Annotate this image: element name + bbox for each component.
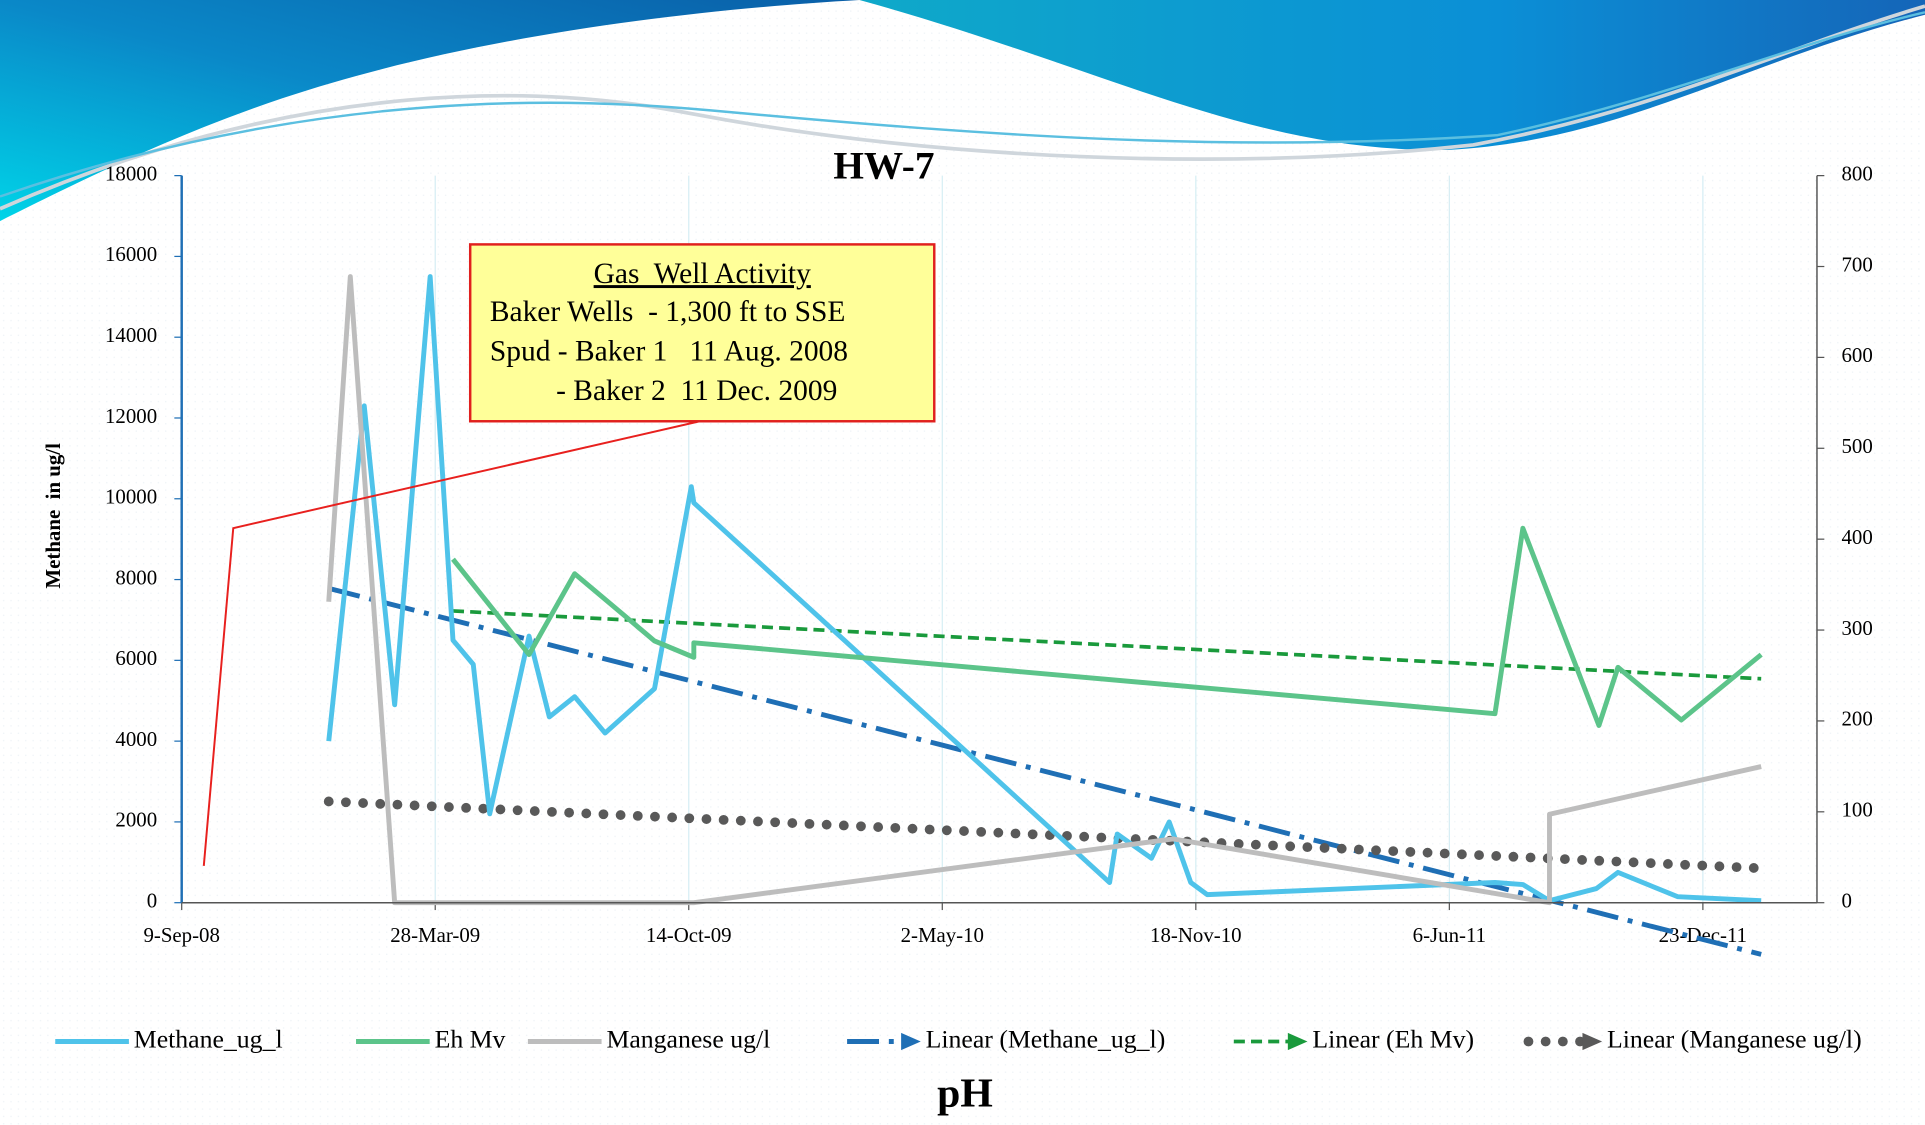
annotation-line: Spud - Baker 1 11 Aug. 2008 [490,335,848,367]
x-tick-label: 18-Nov-10 [1150,923,1242,947]
legend-label: Linear (Manganese ug/l) [1607,1024,1862,1053]
y2-tick-label: 700 [1842,252,1873,276]
y2-tick-label: 100 [1842,798,1873,822]
y2-tick-label: 600 [1842,343,1873,367]
x-tick-label: 23-Dec-11 [1659,923,1747,947]
x-tick-label: 14-Oct-09 [646,923,732,947]
y-tick-label: 0 [147,888,157,912]
annotation-line: - Baker 2 11 Dec. 2009 [490,375,837,407]
x-axis-title: pH [937,1070,993,1116]
page: HW-7 Methane in ug/l pH 9-Sep-08 28-Mar-0… [0,0,1925,1125]
x-tick-label: 9-Sep-08 [143,923,219,947]
y2-tick-label: 400 [1842,525,1873,549]
y-tick-label: 10000 [105,485,157,509]
y-tick-label: 14000 [105,323,157,347]
y2-tick-label: 200 [1842,707,1873,731]
chart-title: HW-7 [833,144,934,187]
y-axis-title: Methane in ug/l [41,443,65,589]
y-tick-label: 12000 [105,404,157,428]
y2-tick-label: 800 [1842,161,1873,185]
y-tick-label: 6000 [115,646,157,670]
legend-label: Linear (Methane_ug_l) [926,1024,1166,1053]
legend-label: Linear (Eh Mv) [1312,1024,1474,1053]
annotation-line: Baker Wells - 1,300 ft to SSE [490,296,846,328]
legend-label: Methane_ug_l [134,1024,283,1053]
x-tick-label: 2-May-10 [901,923,984,947]
y-tick-label: 8000 [115,565,157,589]
y2-tick-label: 300 [1842,616,1873,640]
y-tick-label: 4000 [115,727,157,751]
x-tick-label: 6-Jun-11 [1413,923,1486,947]
chart: HW-7 Methane in ug/l pH 9-Sep-08 28-Mar-0… [0,0,1925,1125]
y-tick-label: 16000 [105,242,157,266]
y2-tick-label: 0 [1842,888,1852,912]
legend-label: Manganese ug/l [606,1024,770,1053]
x-tick-label: 28-Mar-09 [390,923,480,947]
legend-label: Eh Mv [435,1024,506,1053]
background [0,0,1925,1125]
y2-tick-label: 500 [1842,434,1873,458]
y-tick-label: 18000 [105,161,157,185]
annotation-title: Gas Well Activity [594,258,811,290]
y-tick-label: 2000 [115,808,157,832]
